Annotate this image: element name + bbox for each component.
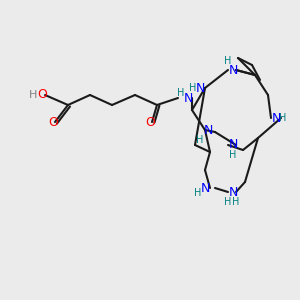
Text: H: H: [279, 113, 287, 123]
Text: H: H: [189, 83, 197, 93]
Text: O: O: [48, 116, 58, 128]
Text: H: H: [196, 135, 204, 145]
Text: H: H: [29, 90, 37, 100]
Text: N: N: [228, 185, 238, 199]
Text: O: O: [145, 116, 155, 130]
Text: N: N: [195, 82, 205, 94]
Text: N: N: [200, 182, 210, 194]
Text: N: N: [203, 124, 213, 136]
Text: H: H: [232, 197, 240, 207]
Text: H: H: [224, 56, 232, 66]
Text: N: N: [183, 92, 193, 104]
Text: O: O: [37, 88, 47, 101]
Text: N: N: [228, 139, 238, 152]
Text: H: H: [229, 150, 237, 160]
Text: H: H: [177, 88, 185, 98]
Text: H: H: [224, 197, 232, 207]
Text: N: N: [228, 64, 238, 76]
Text: N: N: [271, 112, 281, 124]
Text: H: H: [194, 188, 202, 198]
